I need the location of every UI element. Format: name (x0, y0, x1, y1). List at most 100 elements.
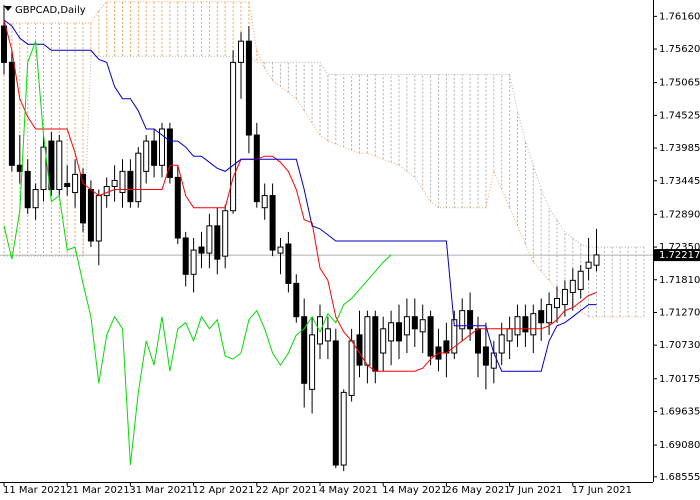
candle-body (482, 346, 489, 366)
indicator-line (3, 19, 597, 372)
plot-area (0, 1, 653, 472)
x-tick-label: 4 May 2021 (319, 485, 378, 496)
y-tick-label: 1.73985 (659, 143, 700, 154)
chart-title: GBPCAD,Daily (15, 5, 86, 16)
candle-body (561, 288, 568, 306)
candle-body (554, 298, 560, 309)
x-tick-label: 31 Mar 2021 (129, 485, 192, 496)
y-tick-label: 1.71810 (659, 275, 700, 286)
candle-body (206, 225, 213, 254)
indicator-line (3, 41, 392, 466)
candle-body (530, 313, 537, 336)
y-tick-label: 1.70175 (659, 374, 700, 385)
y-tick-label: 1.72350 (659, 242, 700, 253)
candle-body (332, 340, 339, 466)
candle-body (506, 328, 513, 342)
y-tick-label: 1.74525 (659, 110, 700, 121)
candle-body (522, 316, 529, 333)
candle-body (569, 279, 576, 293)
candle-body (127, 170, 134, 203)
candle-body (577, 270, 584, 290)
candle-body (546, 304, 553, 324)
candle-body (253, 134, 260, 203)
candle-body (87, 189, 94, 242)
candle-body (593, 254, 600, 266)
candle-body (24, 170, 31, 209)
y-tick-label: 1.69080 (659, 440, 700, 451)
candle-body (538, 310, 545, 324)
candle-body (214, 225, 221, 260)
candle-body (40, 146, 47, 191)
x-tick-label: 11 Mar 2021 (3, 485, 66, 496)
last-price-box (654, 249, 700, 262)
candle-body (111, 179, 118, 188)
x-tick-label: 17 Jun 2021 (572, 485, 632, 496)
candle-body (222, 210, 229, 257)
candle-body (459, 310, 466, 330)
candle-body (119, 170, 126, 194)
candle-body (324, 328, 331, 342)
candle-body (293, 282, 300, 318)
candle-body (198, 246, 205, 254)
candle-body (238, 40, 244, 63)
candle-body (1, 25, 7, 63)
candle-body (56, 140, 63, 191)
candle-body (95, 195, 102, 242)
y-tick-label: 1.73445 (659, 176, 700, 187)
y-tick-label: 1.75065 (659, 78, 700, 89)
candle-body (380, 328, 387, 354)
indicator-line (3, 19, 597, 372)
x-tick-label: 21 Mar 2021 (66, 485, 129, 496)
candle-body (364, 316, 371, 366)
candle-body (301, 316, 308, 384)
candle-body (143, 140, 150, 172)
candle-body (388, 322, 395, 342)
candle-body (317, 316, 323, 345)
candle-body (309, 334, 316, 390)
candle-body (166, 128, 173, 178)
y-tick-label: 1.71270 (659, 307, 700, 318)
candle-body (277, 246, 284, 254)
candle-body (151, 140, 158, 166)
y-tick-label: 1.75620 (659, 44, 700, 55)
candle-body (372, 316, 379, 372)
candle-body (182, 237, 189, 275)
candle-body (285, 243, 292, 284)
x-tick-label: 22 Apr 2021 (256, 485, 318, 496)
title-marker (4, 6, 12, 11)
y-tick-label: 1.68555 (659, 472, 700, 483)
x-tick-label: 26 May 2021 (445, 485, 510, 496)
candle-body (427, 316, 434, 357)
candle-body (269, 195, 276, 251)
candle-body (245, 40, 252, 136)
candle-body (340, 391, 347, 466)
candle-body (32, 189, 39, 209)
x-tick-label: 7 Jun 2021 (509, 485, 563, 496)
span-a (4, 1, 644, 318)
y-tick-label: 1.70730 (659, 340, 700, 351)
y-tick-label: 1.69635 (659, 406, 700, 417)
y-tick-label: 1.76160 (659, 11, 700, 22)
candle-body (514, 316, 521, 336)
candle-body (64, 182, 71, 188)
candle-body (8, 61, 15, 166)
candle-body (411, 316, 418, 330)
last-price-label: 1.72217 (659, 250, 700, 261)
x-tick-label: 14 May 2021 (382, 485, 447, 496)
candle-body (498, 334, 505, 354)
candle-body (48, 140, 55, 191)
candle-body (174, 176, 181, 239)
candle-body (403, 316, 410, 336)
candle-body (396, 322, 402, 342)
candle-body (103, 186, 110, 197)
candle-body (475, 328, 481, 354)
x-tick-label: 12 Apr 2021 (193, 485, 255, 496)
candle-body (72, 173, 79, 194)
candle-body (490, 352, 497, 369)
candle-body (467, 310, 474, 330)
candle-body (419, 319, 426, 333)
candle-body (135, 152, 142, 203)
candle-body (585, 261, 592, 269)
